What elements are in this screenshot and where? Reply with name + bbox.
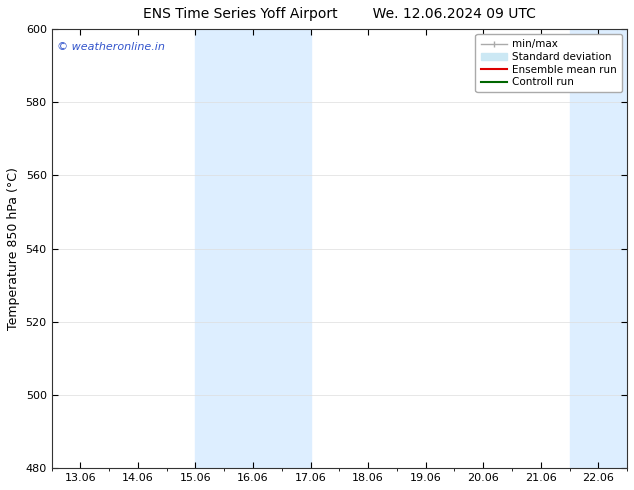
Text: © weatheronline.in: © weatheronline.in	[57, 42, 165, 52]
Bar	[195, 29, 311, 468]
Title: ENS Time Series Yoff Airport        We. 12.06.2024 09 UTC: ENS Time Series Yoff Airport We. 12.06.2…	[143, 7, 536, 21]
Y-axis label: Temperature 850 hPa (°C): Temperature 850 hPa (°C)	[7, 167, 20, 330]
Bar	[569, 29, 627, 468]
Legend: min/max, Standard deviation, Ensemble mean run, Controll run: min/max, Standard deviation, Ensemble me…	[476, 34, 622, 93]
